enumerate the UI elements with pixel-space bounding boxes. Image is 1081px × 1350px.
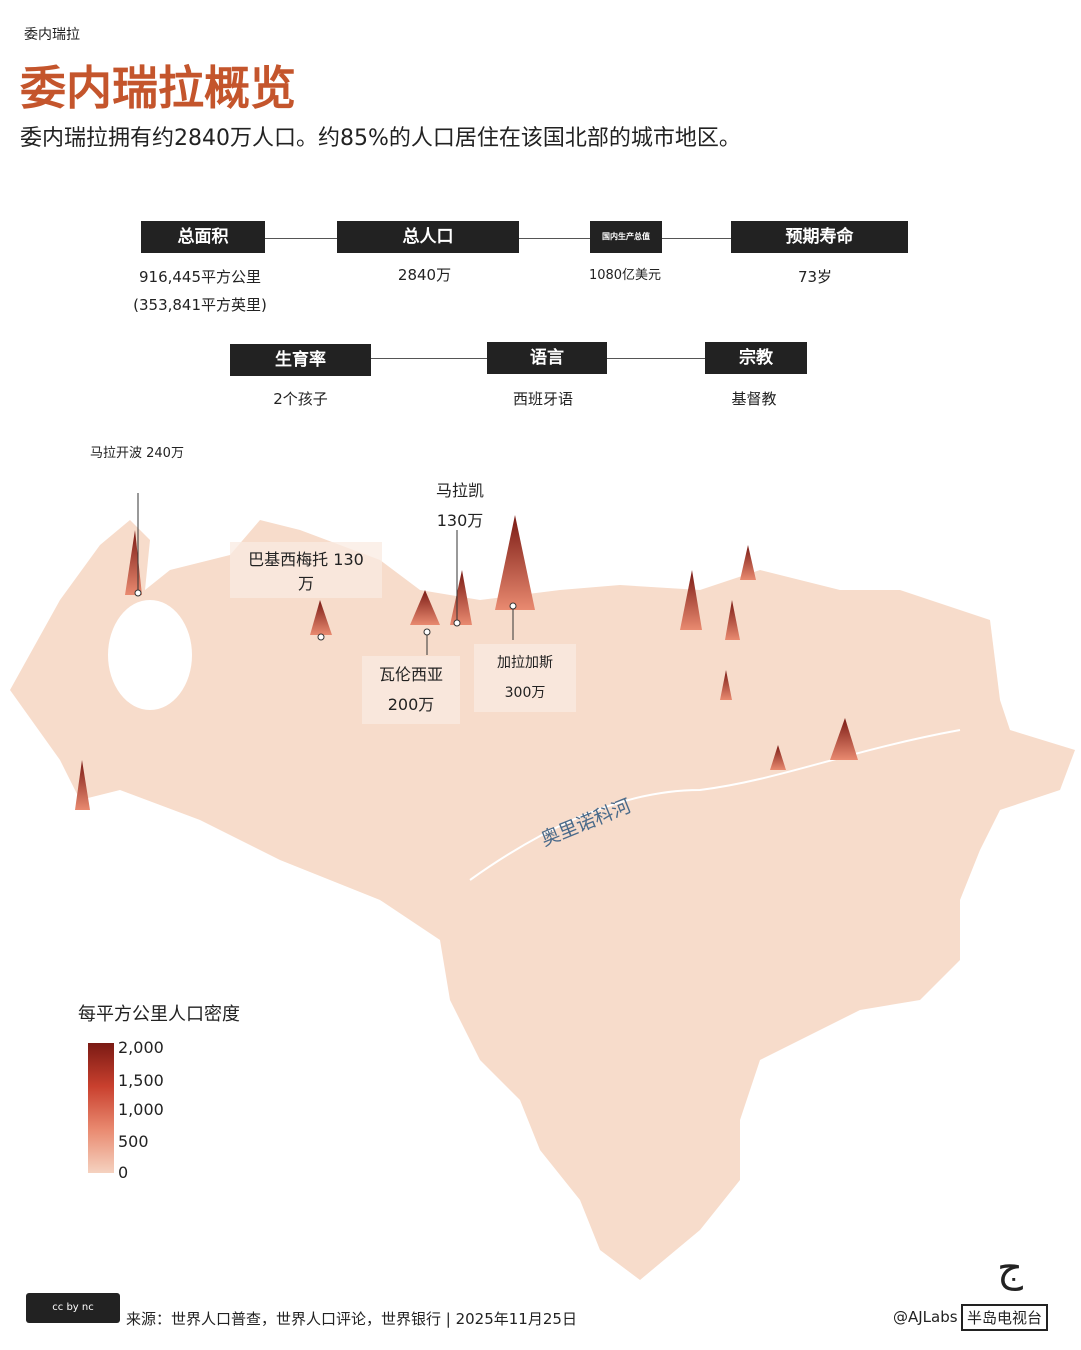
stat-value-gdp: 1080亿美元 bbox=[588, 268, 662, 283]
city-label-valencia: 瓦伦西亚 200万 bbox=[362, 656, 460, 724]
city-label-maracay: 马拉凯 130万 bbox=[425, 476, 495, 536]
stat-label-life: 预期寿命 bbox=[731, 221, 908, 253]
stat-label-gdp: 国内生产总值 bbox=[590, 221, 662, 253]
city-name: 瓦伦西亚 bbox=[378, 665, 443, 684]
cc-license-icon: cc by nc bbox=[26, 1293, 120, 1323]
lake-maracaibo bbox=[108, 600, 192, 710]
legend-colorbar bbox=[88, 1043, 114, 1173]
density-map bbox=[10, 493, 1075, 1280]
handle: @AJLabs bbox=[893, 1308, 958, 1326]
subtitle: 委内瑞拉拥有约2840万人口。约85%的人口居住在该国北部的城市地区。 bbox=[20, 126, 741, 151]
brand: 半岛电视台 bbox=[961, 1304, 1049, 1331]
kicker: 委内瑞拉 bbox=[24, 27, 80, 43]
city-label-caracas: 加拉加斯 300万 bbox=[474, 644, 576, 712]
city-name: 马拉凯 bbox=[435, 481, 484, 500]
legend-tick: 2,000 bbox=[118, 1038, 164, 1057]
stat-value-fertility: 2个孩子 bbox=[273, 390, 328, 408]
legend-title: 每平方公里人口密度 bbox=[78, 1004, 240, 1025]
legend-tick: 0 bbox=[118, 1163, 129, 1182]
stat-label-fertility: 生育率 bbox=[230, 344, 371, 376]
stat-label-population: 总人口 bbox=[337, 221, 519, 253]
city-pop: 130万 bbox=[436, 511, 484, 530]
stat-value-religion: 基督教 bbox=[731, 390, 777, 408]
legend-tick: 500 bbox=[118, 1132, 149, 1151]
aljazeera-logo-icon: ﺝ bbox=[997, 1245, 1023, 1291]
city-label-maracaibo: 马拉开波 240万 bbox=[90, 446, 184, 461]
city-markers bbox=[134, 493, 517, 655]
page-title: 委内瑞拉概览 bbox=[20, 61, 296, 115]
stat-label-language: 语言 bbox=[487, 342, 607, 374]
city-pop: 万 bbox=[297, 574, 314, 593]
stat-value-population: 2840万 bbox=[397, 266, 452, 284]
city-name: 巴基西梅托 130 bbox=[248, 550, 364, 569]
population-peaks bbox=[75, 515, 858, 810]
city-label-barquisimeto: 巴基西梅托 130 万 bbox=[230, 542, 382, 598]
legend-tick: 1,500 bbox=[118, 1071, 164, 1090]
source-text: 来源：世界人口普查，世界人口评论，世界银行 | 2025年11月25日 bbox=[126, 1310, 577, 1328]
stat-value-area-miles: (353,841平方英里) bbox=[133, 296, 267, 314]
city-name: 加拉加斯 bbox=[497, 655, 553, 671]
legend-tick: 1,000 bbox=[118, 1100, 164, 1119]
orinoco-river bbox=[469, 729, 961, 881]
city-pop: 200万 bbox=[387, 695, 435, 714]
stat-label-area: 总面积 bbox=[141, 221, 265, 253]
city-pop: 300万 bbox=[504, 685, 546, 701]
stat-value-life: 73岁 bbox=[797, 268, 833, 286]
stat-value-area: 916,445平方公里 bbox=[138, 268, 262, 286]
venezuela-land bbox=[10, 520, 1075, 1280]
stat-label-religion: 宗教 bbox=[705, 342, 807, 374]
stat-value-language: 西班牙语 bbox=[512, 390, 573, 408]
